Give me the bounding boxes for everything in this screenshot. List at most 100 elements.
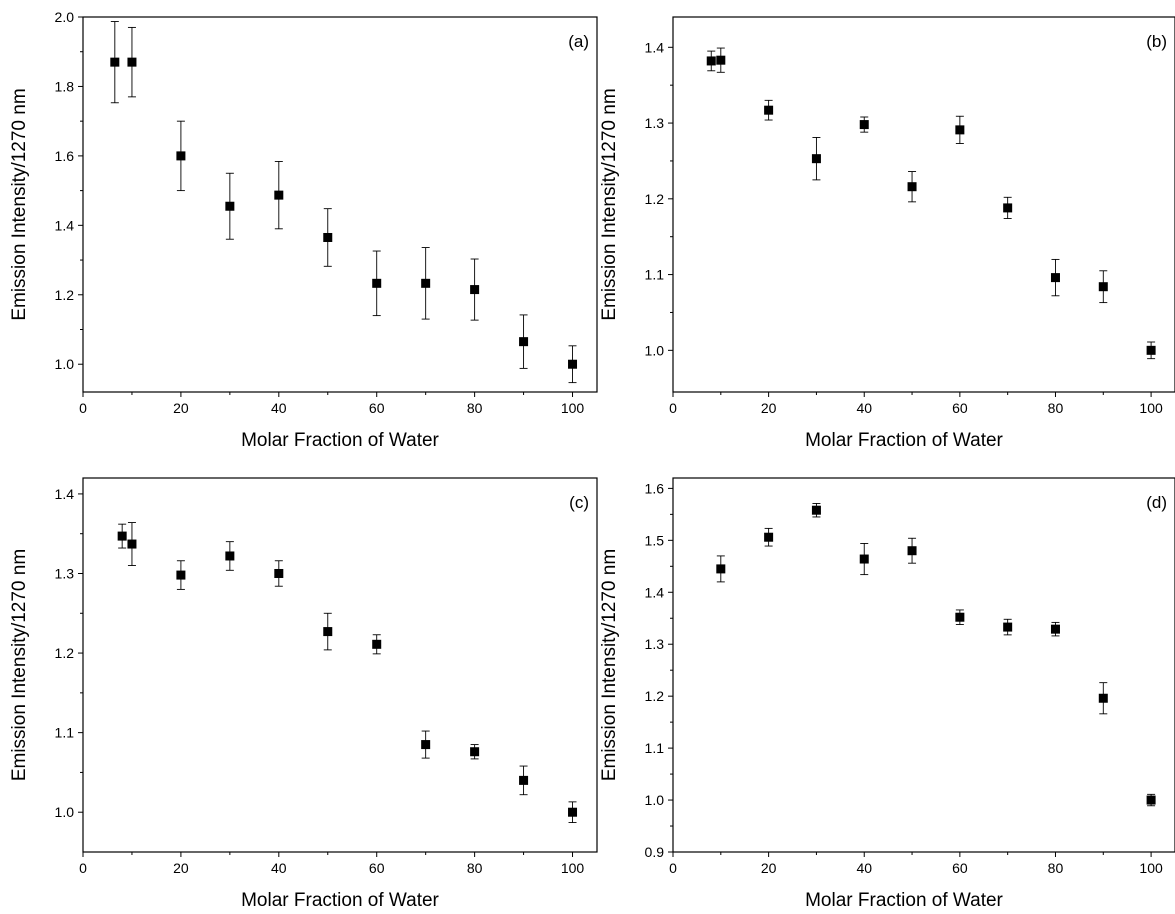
x-tick-label: 100 bbox=[1139, 400, 1163, 416]
x-axis-label: Molar Fraction of Water bbox=[805, 430, 1003, 451]
y-tick-label: 1.4 bbox=[55, 217, 75, 233]
data-point bbox=[955, 125, 965, 135]
x-tick-label: 60 bbox=[952, 860, 968, 876]
data-point bbox=[568, 807, 578, 817]
y-tick-label: 1.2 bbox=[55, 645, 75, 661]
x-tick-label: 80 bbox=[1048, 400, 1064, 416]
data-point bbox=[470, 747, 480, 757]
data-point bbox=[470, 285, 480, 295]
data-point bbox=[859, 120, 869, 130]
data-point bbox=[1003, 622, 1013, 632]
x-tick-label: 60 bbox=[369, 400, 385, 416]
data-point bbox=[176, 570, 186, 580]
x-tick-label: 20 bbox=[761, 860, 777, 876]
x-tick-label: 80 bbox=[467, 860, 483, 876]
data-point bbox=[1050, 624, 1060, 634]
data-point bbox=[764, 105, 774, 115]
data-point bbox=[1003, 203, 1013, 213]
y-tick-label: 1.3 bbox=[645, 636, 665, 652]
y-axis-label: Emission Intensity/1270 nm bbox=[9, 549, 30, 781]
y-tick-label: 1.3 bbox=[645, 115, 665, 131]
y-tick-label: 2.0 bbox=[55, 9, 75, 25]
data-point bbox=[811, 505, 821, 515]
plot-frame bbox=[82, 16, 598, 393]
x-tick-label: 0 bbox=[669, 860, 677, 876]
data-point bbox=[274, 568, 284, 578]
x-tick-label: 20 bbox=[173, 400, 189, 416]
y-tick-label: 1.2 bbox=[645, 688, 665, 704]
y-axis-label: Emission Intensity/1270 nm bbox=[599, 88, 620, 320]
panel-label: (a) bbox=[568, 32, 589, 51]
chart-panel-3: 0 20 40 60 80 100 1.0 1.1 1.2 1.3 1.4 Molar Fractio… bbox=[9, 477, 598, 911]
y-tick-label: 1.4 bbox=[55, 486, 75, 502]
chart-panel-2: 0 20 40 60 80 100 1.0 1.1 1.2 1.3 1.4 Molar Fractio… bbox=[599, 16, 1175, 451]
x-tick-label: 40 bbox=[856, 860, 872, 876]
data-point bbox=[225, 201, 235, 211]
y-tick-label: 1.2 bbox=[645, 191, 665, 207]
x-tick-label: 60 bbox=[952, 400, 968, 416]
data-point bbox=[519, 337, 529, 347]
x-tick-label: 40 bbox=[271, 860, 287, 876]
x-tick-label: 0 bbox=[669, 400, 677, 416]
y-axis-label: Emission Intensity/1270 nm bbox=[9, 88, 30, 320]
data-point bbox=[225, 551, 235, 561]
data-point bbox=[176, 151, 186, 161]
panel-label: (d) bbox=[1146, 493, 1167, 512]
x-tick-label: 40 bbox=[271, 400, 287, 416]
data-point bbox=[811, 154, 821, 164]
y-tick-label: 1.8 bbox=[55, 78, 75, 94]
data-point bbox=[117, 531, 127, 541]
x-tick-label: 20 bbox=[761, 400, 777, 416]
x-tick-label: 40 bbox=[856, 400, 872, 416]
data-point bbox=[274, 190, 284, 200]
y-tick-label: 1.0 bbox=[645, 342, 665, 358]
x-tick-label: 20 bbox=[173, 860, 189, 876]
y-tick-label: 1.4 bbox=[645, 39, 665, 55]
x-axis-label: Molar Fraction of Water bbox=[805, 890, 1003, 911]
x-tick-label: 100 bbox=[561, 860, 585, 876]
data-point bbox=[372, 278, 382, 288]
panel-label: (b) bbox=[1146, 32, 1167, 51]
y-tick-label: 1.0 bbox=[55, 356, 75, 372]
chart-panel-4: 0 20 40 60 80 100 0.9 1.0 1.1 1.2 1.3 1.4 1.5 1.6 Mola… bbox=[599, 477, 1175, 911]
plot-frame bbox=[82, 477, 598, 853]
y-tick-label: 1.2 bbox=[55, 287, 75, 303]
y-tick-label: 1.1 bbox=[55, 725, 75, 741]
plot-frame bbox=[672, 477, 1175, 853]
y-tick-label: 0.9 bbox=[645, 844, 665, 860]
data-point bbox=[372, 639, 382, 649]
data-point bbox=[1146, 345, 1156, 355]
y-tick-label: 1.0 bbox=[645, 792, 665, 808]
y-tick-label: 1.0 bbox=[55, 804, 75, 820]
data-point bbox=[323, 627, 333, 637]
y-tick-label: 1.5 bbox=[645, 532, 665, 548]
y-tick-label: 1.1 bbox=[645, 740, 665, 756]
data-point bbox=[1098, 282, 1108, 292]
x-tick-label: 100 bbox=[1139, 860, 1163, 876]
data-point bbox=[127, 57, 137, 67]
x-tick-label: 60 bbox=[369, 860, 385, 876]
data-point bbox=[1050, 273, 1060, 283]
data-point bbox=[421, 278, 431, 288]
y-axis-label: Emission Intensity/1270 nm bbox=[599, 549, 620, 781]
data-point bbox=[955, 612, 965, 622]
x-axis-label: Molar Fraction of Water bbox=[241, 430, 439, 451]
x-tick-label: 0 bbox=[79, 860, 87, 876]
data-point bbox=[1146, 795, 1156, 805]
data-point bbox=[907, 546, 917, 556]
x-tick-label: 100 bbox=[561, 400, 585, 416]
x-axis-label: Molar Fraction of Water bbox=[241, 890, 439, 911]
data-point bbox=[110, 57, 120, 67]
y-tick-label: 1.4 bbox=[645, 584, 665, 600]
data-point bbox=[421, 740, 431, 750]
data-point bbox=[127, 539, 137, 549]
x-tick-label: 0 bbox=[79, 400, 87, 416]
y-tick-label: 1.1 bbox=[645, 267, 665, 283]
data-point bbox=[1098, 693, 1108, 703]
y-tick-label: 1.3 bbox=[55, 565, 75, 581]
data-point bbox=[323, 232, 333, 242]
data-point bbox=[907, 182, 917, 192]
data-point bbox=[519, 775, 529, 785]
y-tick-label: 1.6 bbox=[55, 148, 75, 164]
